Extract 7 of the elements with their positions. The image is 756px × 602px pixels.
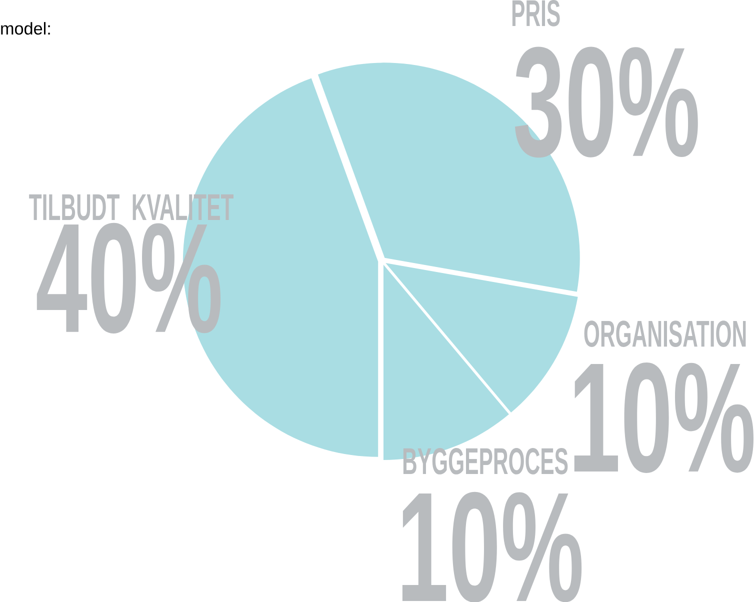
slice-label: PRIS [512, 0, 560, 26]
text: model: [1, 22, 50, 34]
data-label: 10% [402, 492, 582, 602]
slice-label: ORGANISATION [584, 320, 746, 347]
data-label: 10% [574, 362, 754, 473]
data-label: 30% [514, 46, 698, 158]
slice-label: BYGGEPROCES [403, 448, 568, 474]
